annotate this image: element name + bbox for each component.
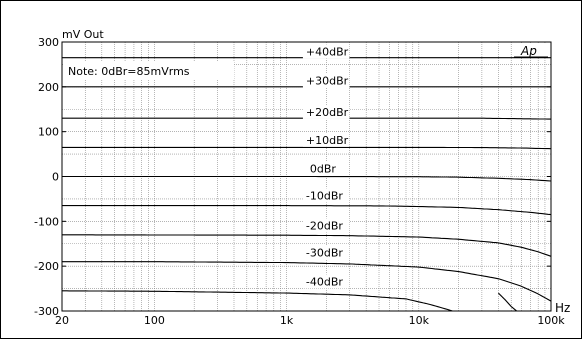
note-text: Note: 0dBr=85mVrms [68,65,190,78]
y-tick-label: 100 [38,126,59,139]
curve [62,175,552,182]
y-tick-label: -300 [34,305,59,318]
x-tick-label: 100 [144,314,165,327]
x-tick-label: 1k [280,314,294,327]
curve-label: -40dBr [306,275,343,288]
curve-label-bg [302,73,350,88]
curve [62,146,552,150]
curve-label-bg [302,44,350,59]
curve-label-bg [302,274,350,289]
curve-label-bg [302,188,350,203]
y-tick-label: 0 [52,171,59,184]
curve-label: +40dBr [306,45,349,58]
curve [62,234,552,257]
curve-label: +30dBr [306,75,349,88]
curve-labels: +40dBr +30dBr +20dBr +10dBr 0dBr -10dBr -20dBr… [302,44,350,289]
x-tick-label: 10k [409,314,430,327]
curve-label-bg [302,245,350,260]
y-tick-label: -100 [34,215,59,228]
x-tick-labels: 20 100 1k 10k 100k [55,314,565,327]
curve-label-bg [302,104,350,119]
x-tick-label: 20 [55,314,69,327]
curve-label: -10dBr [306,189,343,202]
curve-label: 0dBr [310,162,337,175]
curve-label-bg [302,132,350,147]
curve-label: -20dBr [306,219,343,232]
curve-label: +20dBr [306,106,349,119]
note-background [64,61,234,80]
curve [62,290,453,312]
curve [498,292,518,312]
curve-label-bg [306,161,340,176]
y-tick-label: -200 [34,260,59,273]
logo-text: Ap [520,44,537,58]
y-axis-label: mV Out [62,28,104,41]
x-tick-label: 100k [537,314,565,327]
curve-label: +10dBr [306,134,349,147]
curve-label-bg [302,218,350,233]
curve [62,205,552,216]
y-tick-label: 300 [38,36,59,49]
y-tick-labels: -300 -200 -100 0 100 200 300 [34,36,59,318]
y-tick-label: 200 [38,81,59,94]
curve [62,261,552,302]
x-axis-unit: Hz [555,301,570,315]
audio-precision-logo: Ap [514,44,548,58]
curve-label: -30dBr [306,246,343,259]
